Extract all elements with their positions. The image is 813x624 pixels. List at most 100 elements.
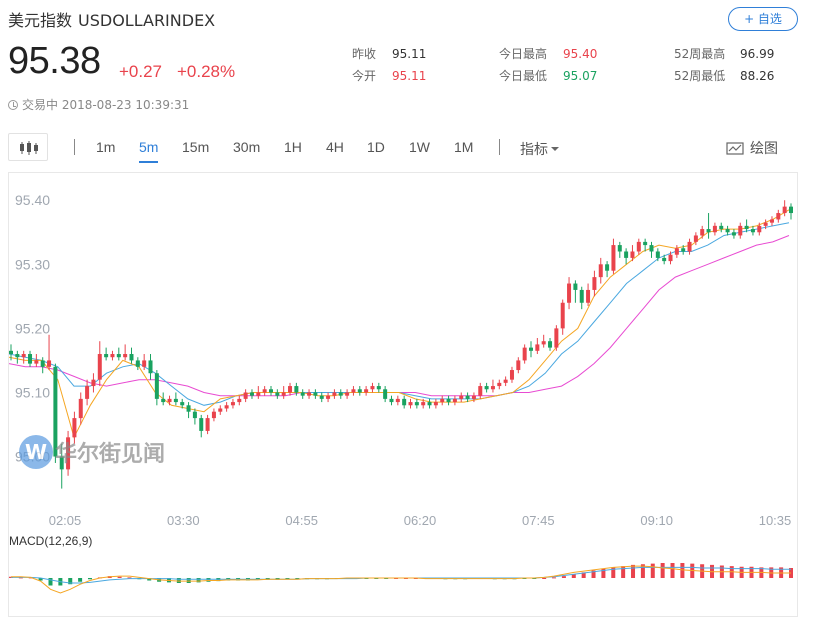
candle-body [484,386,489,390]
candle-body [230,402,235,406]
candle-body [243,392,248,399]
candle-body [757,225,762,233]
candle-body [662,257,667,262]
macd-bar [295,578,300,580]
candlestick-type-button[interactable] [8,133,48,161]
candle-body [9,350,13,355]
candle-body [59,456,64,470]
period-5m[interactable]: 5m [139,139,159,163]
y-tick-label: 95.40 [15,192,50,208]
candle-body [674,248,679,255]
candle-body [490,386,495,390]
candle-body [319,395,324,399]
period-1m[interactable]: 1m [96,139,116,155]
candle-body [579,289,584,303]
candle-body [199,418,204,431]
add-watchlist-button[interactable]: + 自选 [728,7,798,31]
macd-bar [147,578,152,581]
candle-body [224,405,229,409]
candle-body [548,341,553,348]
candle-body [706,229,711,233]
macd-bar [660,563,665,578]
candle-body [414,402,419,406]
candle-body [364,389,369,393]
macd-bar [650,563,655,578]
macd-bar [196,578,201,583]
candle-body [129,354,134,361]
watermark: W 华尔街见闻 [19,435,165,469]
period-1w[interactable]: 1W [409,139,430,155]
candle-body [643,241,648,246]
period-1d[interactable]: 1D [367,139,385,155]
y-tick-label: 95.10 [15,384,50,400]
chart-panel[interactable]: 95.4095.3095.2095.1095.0002:0503:3004:55… [8,172,798,617]
candle-body [281,392,286,396]
period-30m[interactable]: 30m [233,139,261,155]
stat-label: 今日最高 [499,47,548,61]
ma-short-line [9,209,790,439]
candle-body [53,366,58,457]
macd-bar [640,564,645,578]
x-tick-label: 06:20 [404,513,437,528]
macd-dif-line [11,565,791,594]
macd-bar [68,578,73,585]
candle-body [497,382,502,387]
candle-body [782,206,787,214]
candle-body [218,408,223,412]
macd-bar [561,576,566,578]
candle-body [351,389,356,393]
candle-body [750,229,755,233]
chart-toolbar: 1m 5m 15m 30m 1H 4H 1D 1W 1M 指标 绘图 [8,131,798,163]
candle-body [408,402,413,406]
clock-icon [8,100,18,110]
candle-body [116,354,121,358]
macd-bar [670,563,675,578]
candle-body [649,245,654,252]
candle-body [91,379,96,387]
candle-body [173,398,178,403]
stat-label: 昨收 [352,47,377,61]
draw-button[interactable]: 绘图 [726,138,778,158]
indicator-dropdown[interactable]: 指标 [520,139,559,159]
candle-body [630,251,635,258]
candle-body [503,379,508,383]
candle-body [167,398,172,403]
instrument-title: 美元指数 USDOLLARINDEX [8,7,215,31]
x-tick-label: 04:55 [285,513,318,528]
period-1h[interactable]: 1H [284,139,302,155]
stat-label: 52周最低 [674,69,726,83]
price-chart[interactable]: 95.4095.3095.2095.1095.0002:0503:3004:55… [9,173,799,618]
candle-body [693,235,698,242]
macd-bar [127,577,132,579]
candle-body [28,354,33,364]
stat-52w-high: 52周最高 96.99 [674,45,774,62]
candle-body [40,360,45,367]
candle-body [668,254,673,262]
candle-body [72,418,77,438]
candle-body [719,225,724,230]
candle-body [34,360,39,364]
macd-bar [186,578,191,583]
candle-body [554,328,559,348]
candle-body [389,398,394,403]
candle-body [66,437,71,470]
candle-body [471,395,476,399]
stat-label: 52周最高 [674,47,726,61]
macd-bar [680,563,685,578]
macd-bar [591,570,596,578]
candle-body [529,347,533,351]
period-4h[interactable]: 4H [326,139,344,155]
price-change: +0.27 [119,62,163,81]
candle-body [332,392,337,396]
candle-body [186,405,191,412]
period-1mo[interactable]: 1M [454,139,474,155]
period-15m[interactable]: 15m [182,139,210,155]
stat-value: 88.26 [740,69,775,83]
candle-body [104,354,109,358]
candle-body [776,213,781,220]
candle-body [446,398,451,403]
macd-bar [176,578,181,583]
macd-bar [611,567,616,578]
candle-body [617,245,622,252]
candle-body [275,392,280,396]
